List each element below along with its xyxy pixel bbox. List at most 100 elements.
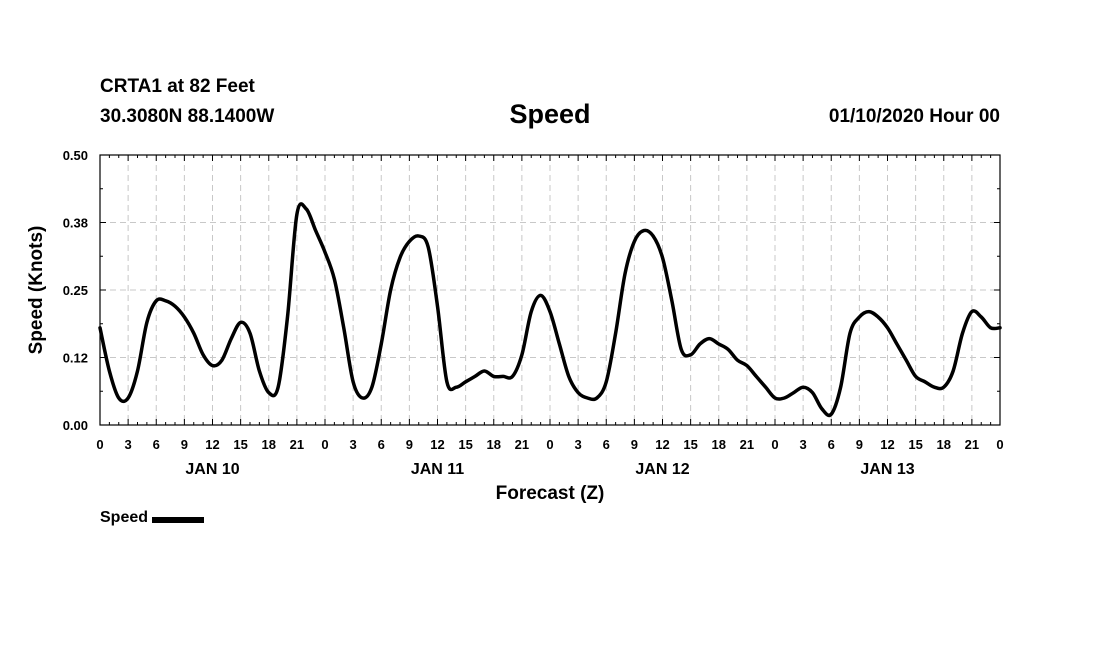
data-point bbox=[474, 375, 477, 378]
data-point bbox=[380, 343, 383, 346]
data-point bbox=[352, 380, 355, 383]
data-point bbox=[727, 348, 730, 351]
x-tick-label: 18 bbox=[487, 437, 501, 452]
date-label: JAN 13 bbox=[860, 461, 914, 478]
run-time-label: 01/10/2020 Hour 00 bbox=[828, 106, 1000, 127]
x-tick-label: 6 bbox=[603, 437, 610, 452]
data-point bbox=[183, 316, 186, 319]
date-label: JAN 11 bbox=[411, 461, 464, 478]
data-point bbox=[820, 407, 823, 410]
legend: Speed bbox=[100, 509, 205, 527]
data-point bbox=[886, 326, 889, 329]
data-point bbox=[933, 386, 936, 389]
x-axis-label: Forecast (Z) bbox=[495, 483, 605, 504]
data-point bbox=[736, 359, 739, 362]
data-point bbox=[989, 326, 992, 329]
x-tick-label: 6 bbox=[153, 437, 160, 452]
data-point bbox=[389, 289, 392, 292]
data-point bbox=[399, 256, 402, 259]
data-point bbox=[717, 343, 720, 346]
data-point bbox=[492, 375, 495, 378]
x-tick-label: 21 bbox=[965, 437, 979, 452]
data-point bbox=[624, 272, 627, 275]
chart-title: Speed bbox=[509, 99, 591, 129]
data-point bbox=[445, 380, 448, 383]
y-tick-label: 0.12 bbox=[63, 351, 88, 366]
data-point bbox=[970, 310, 973, 313]
data-point bbox=[792, 391, 795, 394]
data-point bbox=[324, 251, 327, 254]
data-point bbox=[211, 364, 214, 367]
data-point bbox=[258, 370, 261, 373]
station-label: CRTA1 at 82 Feet bbox=[100, 76, 255, 97]
data-point bbox=[239, 321, 242, 324]
data-point bbox=[464, 380, 467, 383]
data-point bbox=[117, 397, 120, 400]
data-point bbox=[417, 235, 420, 238]
data-point bbox=[661, 256, 664, 259]
x-tick-label: 12 bbox=[430, 437, 444, 452]
data-point bbox=[924, 380, 927, 383]
x-tick-label: 15 bbox=[908, 437, 922, 452]
data-point bbox=[295, 213, 298, 216]
data-point bbox=[230, 337, 233, 340]
x-tick-label: 0 bbox=[771, 437, 778, 452]
data-point bbox=[174, 305, 177, 308]
legend-swatch bbox=[152, 516, 205, 523]
data-point bbox=[802, 386, 805, 389]
data-point bbox=[605, 380, 608, 383]
x-tick-label: 0 bbox=[546, 437, 553, 452]
data-point bbox=[549, 310, 552, 313]
data-point bbox=[249, 332, 252, 335]
data-point bbox=[127, 397, 130, 400]
x-tick-label: 9 bbox=[406, 437, 413, 452]
data-point bbox=[952, 370, 955, 373]
x-tick-label: 15 bbox=[683, 437, 697, 452]
data-point bbox=[642, 229, 645, 232]
y-axis-label: Speed (Knots) bbox=[26, 225, 47, 355]
x-tick-label: 21 bbox=[740, 437, 754, 452]
data-point bbox=[455, 386, 458, 389]
data-point bbox=[905, 359, 908, 362]
data-point bbox=[858, 316, 861, 319]
data-point bbox=[286, 316, 289, 319]
date-label: JAN 10 bbox=[185, 461, 239, 478]
data-point bbox=[164, 299, 167, 302]
data-point bbox=[155, 299, 158, 302]
x-tick-label: 21 bbox=[290, 437, 304, 452]
data-point bbox=[99, 326, 102, 329]
data-point bbox=[539, 294, 542, 297]
x-tick-label: 9 bbox=[856, 437, 863, 452]
data-point bbox=[483, 370, 486, 373]
data-point bbox=[586, 397, 589, 400]
data-point bbox=[839, 386, 842, 389]
data-point bbox=[699, 343, 702, 346]
x-tick-label: 18 bbox=[712, 437, 726, 452]
data-point bbox=[314, 229, 317, 232]
data-point bbox=[755, 375, 758, 378]
x-tick-label: 0 bbox=[96, 437, 103, 452]
data-point bbox=[145, 321, 148, 324]
data-point bbox=[342, 326, 345, 329]
x-tick-label: 21 bbox=[515, 437, 529, 452]
data-point bbox=[633, 240, 636, 243]
y-tick-label: 0.25 bbox=[63, 283, 88, 298]
data-point bbox=[689, 353, 692, 356]
x-tick-label: 18 bbox=[262, 437, 276, 452]
data-point bbox=[567, 375, 570, 378]
data-point bbox=[511, 375, 514, 378]
data-point bbox=[745, 364, 748, 367]
x-tick-label: 3 bbox=[125, 437, 132, 452]
data-point bbox=[277, 386, 280, 389]
x-tick-label: 3 bbox=[800, 437, 807, 452]
x-tick-label: 0 bbox=[321, 437, 328, 452]
data-point bbox=[136, 370, 139, 373]
legend-label: Speed bbox=[100, 509, 149, 526]
x-tick-label: 15 bbox=[458, 437, 472, 452]
data-point bbox=[774, 397, 777, 400]
x-tick-label: 12 bbox=[205, 437, 219, 452]
data-point bbox=[436, 305, 439, 308]
data-point bbox=[670, 299, 673, 302]
data-point bbox=[361, 397, 364, 400]
x-tick-label: 3 bbox=[350, 437, 357, 452]
